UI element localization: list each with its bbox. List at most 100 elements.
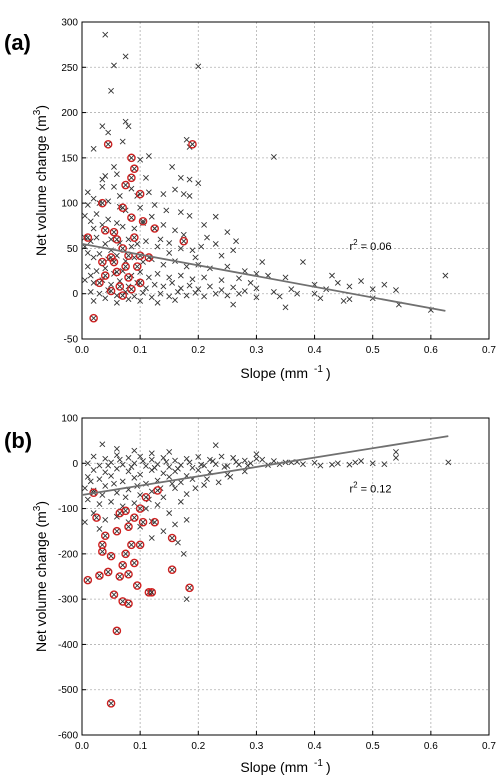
panel-label: (b) [4,428,32,453]
data-point [99,183,106,190]
data-point [166,250,173,256]
data-point [122,53,129,60]
data-point [137,298,144,304]
data-point [96,501,103,507]
data-point [212,240,219,247]
data-point [270,458,277,464]
y-tick-label: 100 [61,199,78,210]
data-point [148,294,155,301]
data-point [288,286,295,293]
data-point [204,234,210,241]
data-point [131,474,138,481]
data-point [192,289,199,296]
data-point [102,295,109,302]
data-point [160,283,167,290]
data-point [128,463,135,470]
data-point [116,456,123,463]
x-axis-label: Slope (mm -1) [240,364,330,381]
x-tick-label: 0.2 [191,345,205,356]
data-point [160,191,167,198]
data-point [143,505,149,512]
data-point [172,297,178,303]
data-point [166,449,173,455]
data-point [166,510,173,517]
data-point [230,454,237,461]
highlighted-point [121,549,130,559]
data-point [125,468,132,475]
data-point [102,469,109,476]
highlighted-point [83,233,93,242]
data-point [151,202,158,208]
y-tick-label: 0 [72,459,78,470]
data-point [224,292,231,299]
highlighted-point [130,513,139,522]
data-point [102,240,109,247]
data-point [218,287,225,294]
data-point [122,118,129,125]
data-point [172,186,178,193]
data-point [116,192,123,199]
data-point [108,473,114,479]
data-point [329,272,335,279]
data-point [128,185,135,192]
highlighted-point [118,560,127,570]
highlighted-point [100,531,110,541]
data-point [125,123,132,130]
highlighted-point [150,224,159,233]
y-tick-label: 0 [72,289,78,300]
data-point [160,494,167,501]
data-point [154,299,161,306]
data-point [143,174,149,181]
data-point [145,274,152,281]
data-point [317,462,324,469]
data-point [111,183,117,190]
data-point [233,238,239,245]
data-point [218,453,225,460]
highlighted-point [127,173,136,183]
x-axis-label: Slope (mm -1) [240,758,330,775]
highlighted-point [103,567,113,577]
data-point [183,292,190,299]
highlighted-point [153,486,162,495]
data-point [113,489,120,496]
highlighted-point [100,271,110,280]
highlighted-point [124,599,133,608]
data-point [241,288,248,294]
highlighted-point [115,282,125,291]
data-point [137,471,144,478]
data-point [119,138,126,145]
data-point [201,293,208,300]
data-point [87,272,94,279]
data-point [84,460,91,467]
x-tick-label: 0.3 [249,741,263,752]
data-point [218,252,225,259]
y-tick-label: 250 [61,63,78,74]
data-point [96,290,103,297]
data-point [300,259,306,265]
data-point [151,464,158,471]
data-point [282,274,289,281]
highlighted-point [130,164,139,174]
x-tick-label: 0.0 [75,741,89,752]
data-point [224,229,231,236]
data-point [175,465,181,472]
data-point [236,290,242,297]
data-point [177,479,184,486]
data-point [186,459,193,466]
data-point [247,460,254,467]
r-squared-annotation: r2 = 0.06 [349,238,391,253]
data-point [358,458,365,464]
highlighted-point [127,540,136,550]
data-point [346,283,353,290]
data-point [148,456,155,463]
r-squared-annotation: r2 = 0.12 [349,481,391,496]
data-point [96,250,103,257]
data-point [90,195,97,202]
data-point [84,202,91,208]
data-point [99,492,106,498]
data-point [177,462,184,469]
data-point [113,299,120,306]
highlighted-point [83,575,93,585]
data-point [317,295,324,302]
data-point [81,519,88,526]
